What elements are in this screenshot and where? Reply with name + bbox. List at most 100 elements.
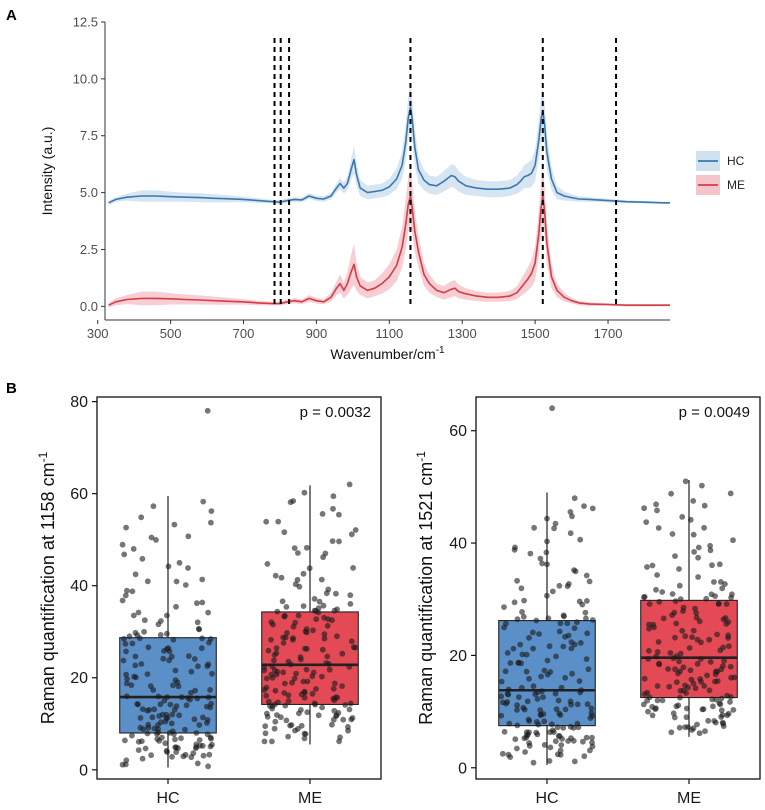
data-point (285, 658, 292, 665)
data-point (718, 695, 725, 702)
data-point (580, 738, 586, 745)
data-point (182, 726, 188, 733)
data-point (168, 720, 175, 727)
data-point (194, 619, 201, 626)
y-tick-label: 40 (70, 578, 88, 595)
data-point (505, 691, 512, 698)
data-point (124, 587, 130, 594)
box-chart-1521: 0 20 40 60 HC ME p = 0.0049 Raman quantificatio… (414, 396, 761, 807)
data-point (137, 724, 144, 731)
data-point (185, 565, 191, 571)
x-tick-label-me: ME (298, 790, 322, 807)
spectra-y-tick-label: 10.0 (73, 71, 98, 86)
data-point (205, 661, 212, 668)
data-point (285, 698, 292, 704)
data-point (280, 669, 287, 676)
data-point (656, 661, 663, 668)
data-point (677, 687, 684, 694)
data-point (544, 592, 550, 599)
data-point (207, 636, 214, 642)
data-point (172, 667, 179, 674)
data-point (303, 666, 310, 673)
data-point (654, 697, 661, 704)
data-point (677, 650, 684, 657)
data-point (295, 550, 301, 556)
data-point (349, 715, 356, 721)
data-point (582, 609, 589, 616)
data-point (196, 737, 203, 743)
data-point (285, 733, 291, 740)
data-point (142, 745, 149, 752)
data-point (537, 555, 544, 562)
data-point (720, 644, 727, 651)
data-point (656, 598, 663, 605)
data-point (291, 545, 298, 551)
data-point (263, 684, 270, 691)
data-point (646, 601, 653, 607)
data-point (553, 706, 560, 713)
data-point (584, 630, 591, 637)
data-point (330, 493, 337, 500)
data-point (205, 694, 212, 701)
data-point (512, 736, 519, 743)
data-point (540, 694, 546, 700)
data-point (666, 683, 673, 690)
data-point (132, 662, 139, 669)
data-point (676, 582, 683, 589)
data-point (164, 694, 171, 700)
data-point (345, 724, 351, 730)
data-point (578, 687, 585, 694)
data-point (339, 650, 346, 657)
data-point (194, 600, 200, 607)
data-point (526, 729, 532, 736)
data-point (325, 586, 332, 593)
data-point (536, 631, 542, 637)
data-point (670, 710, 677, 717)
data-point (498, 693, 505, 700)
data-point (209, 670, 215, 677)
data-point (281, 690, 288, 696)
data-point (716, 561, 723, 568)
data-point (552, 738, 559, 745)
data-point (583, 656, 590, 662)
data-point (561, 613, 567, 620)
data-point (724, 692, 731, 699)
spectra-x-tick-label: 1100 (375, 326, 403, 341)
data-point (676, 566, 682, 572)
data-point (271, 701, 278, 708)
data-point (159, 711, 166, 718)
data-point (319, 704, 325, 711)
data-point (682, 724, 688, 730)
data-point (510, 645, 517, 652)
data-point (521, 706, 528, 713)
data-point (589, 713, 595, 719)
jitter-points (119, 407, 359, 770)
data-point (527, 550, 534, 557)
data-point (300, 678, 307, 685)
data-point (145, 724, 152, 731)
data-point (330, 505, 336, 512)
data-point (295, 612, 302, 619)
data-point (646, 621, 652, 628)
data-point (683, 714, 690, 721)
data-point (336, 538, 342, 545)
data-point (571, 625, 578, 631)
y-tick-label: 60 (70, 486, 88, 503)
plot-frame (96, 396, 382, 780)
data-point (557, 620, 564, 627)
data-point (530, 629, 536, 636)
data-point (262, 723, 269, 730)
data-point (203, 703, 210, 710)
data-point (272, 687, 279, 694)
data-point (706, 636, 713, 643)
data-point (264, 710, 270, 717)
data-point (654, 649, 661, 655)
data-point (144, 578, 151, 585)
data-point (319, 511, 326, 517)
data-point (655, 639, 662, 645)
data-point (173, 578, 180, 585)
data-point (646, 647, 652, 654)
data-point (537, 707, 544, 713)
data-point (132, 653, 139, 660)
data-point (525, 716, 532, 723)
